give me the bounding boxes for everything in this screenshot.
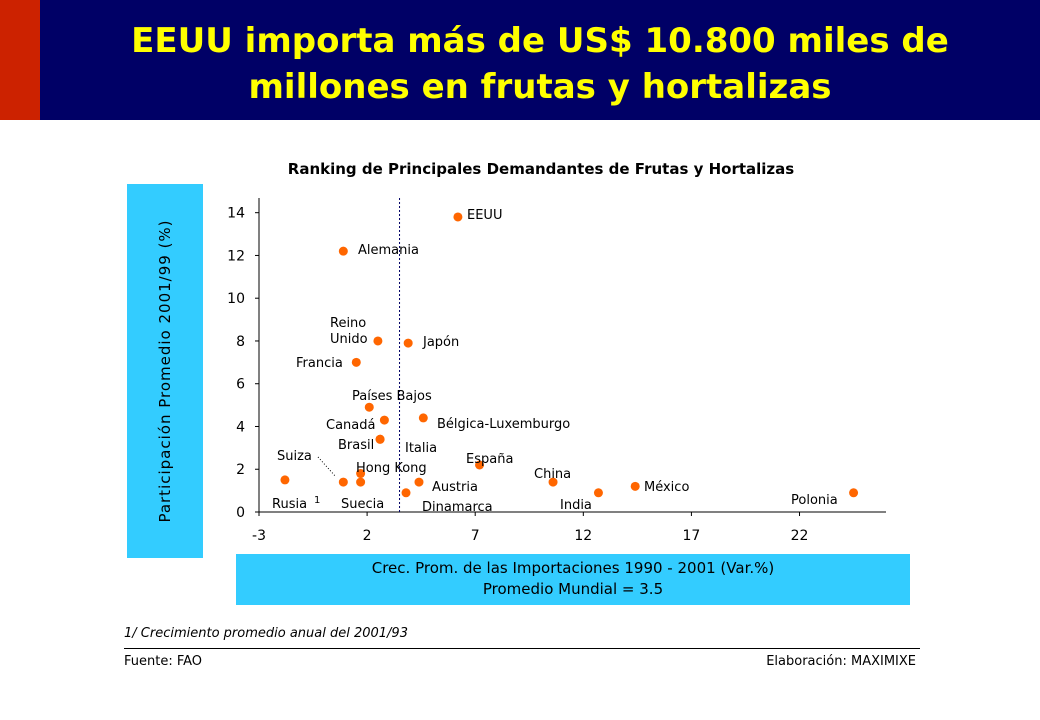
data-point xyxy=(401,488,411,498)
point-label: Italia xyxy=(405,441,437,456)
point-label: Canadá xyxy=(326,418,375,433)
y-tick-label: 0 xyxy=(236,505,245,521)
data-point xyxy=(593,488,603,498)
data-point xyxy=(280,475,290,485)
x-tick-label: -3 xyxy=(252,528,266,544)
point-label-line: China xyxy=(534,467,571,482)
point-label-line: EEUU xyxy=(467,208,502,223)
point-label: Rusia xyxy=(272,497,307,512)
y-tick-label: 4 xyxy=(236,419,245,435)
point-label-line: Alemania xyxy=(358,243,419,258)
data-point xyxy=(414,477,424,487)
x-axis-label: Crec. Prom. de las Importaciones 1990 - … xyxy=(371,559,775,577)
x-axis-label-box: Crec. Prom. de las Importaciones 1990 - … xyxy=(236,554,910,605)
point-label: Austria xyxy=(432,480,478,495)
data-point xyxy=(630,481,640,491)
point-label-line: Canadá xyxy=(326,418,375,433)
point-label-line: Brasil xyxy=(338,438,374,453)
data-point xyxy=(338,477,348,487)
point-label: 1 xyxy=(314,495,320,506)
y-tick-label: 12 xyxy=(227,248,245,264)
y-axis-label-box xyxy=(127,184,203,558)
data-point xyxy=(351,357,361,367)
point-label: Reino Unido xyxy=(330,316,368,347)
suiza-leader-line xyxy=(317,456,337,478)
point-label-line: Suecia xyxy=(341,497,384,512)
data-point xyxy=(338,246,348,256)
y-tick-label: 8 xyxy=(236,334,245,350)
point-label: China xyxy=(534,467,571,482)
point-label: India xyxy=(560,498,592,513)
point-label-line: Austria xyxy=(432,480,478,495)
point-label-line: Francia xyxy=(296,356,343,371)
point-label-line: 1 xyxy=(314,495,320,506)
point-label: Francia xyxy=(296,356,343,371)
point-label: España xyxy=(466,452,513,467)
chart-title: Ranking de Principales Demandantes de Fr… xyxy=(287,160,795,178)
x-tick-label: 22 xyxy=(791,528,809,544)
point-label: Polonia xyxy=(791,493,838,508)
data-point xyxy=(849,488,859,498)
data-point xyxy=(373,336,383,346)
point-label: Bélgica-Luxemburgo xyxy=(437,417,570,432)
y-tick-label: 10 xyxy=(227,291,245,307)
y-tick-label: 14 xyxy=(227,206,245,222)
point-label-line: Japón xyxy=(422,335,459,350)
point-label: Suiza xyxy=(277,449,312,464)
slide-title-line1: EEUU importa más de US$ 10.800 miles de xyxy=(131,21,949,61)
footnote: 1/ Crecimiento promedio anual del 2001/9… xyxy=(124,626,408,641)
point-label: Japón xyxy=(422,335,459,350)
point-label: Países Bajos xyxy=(352,389,432,404)
point-label: Alemania xyxy=(358,243,419,258)
slide-header: EEUU importa más de US$ 10.800 miles de … xyxy=(0,0,1040,120)
point-label: EEUU xyxy=(467,208,502,223)
point-label-line: Dinamarca xyxy=(422,500,493,515)
point-label: Dinamarca xyxy=(422,500,493,515)
data-point xyxy=(356,477,366,487)
data-point xyxy=(375,434,385,444)
point-label-line: Bélgica-Luxemburgo xyxy=(437,417,570,432)
y-tick-label: 6 xyxy=(236,377,245,393)
data-point xyxy=(475,460,485,470)
data-point xyxy=(548,477,558,487)
point-label: Suecia xyxy=(341,497,384,512)
point-label: Hong Kong xyxy=(356,461,427,476)
x-tick-label: 7 xyxy=(471,528,480,544)
point-label-line: Rusia xyxy=(272,497,307,512)
credit-text: Elaboración: MAXIMIXE xyxy=(766,654,916,669)
x-tick-label: 17 xyxy=(682,528,700,544)
point-label: Brasil xyxy=(338,438,374,453)
x-tick-label: 12 xyxy=(574,528,592,544)
point-label-line: México xyxy=(644,480,689,495)
point-label-line: India xyxy=(560,498,592,513)
data-point xyxy=(403,338,413,348)
data-point xyxy=(364,402,374,412)
point-label-line: Italia xyxy=(405,441,437,456)
data-point xyxy=(453,212,463,222)
data-point xyxy=(379,415,389,425)
point-label-line: Reino xyxy=(330,316,366,331)
y-tick-label: 2 xyxy=(236,462,245,478)
point-label-line: Unido xyxy=(330,332,368,347)
x-tick-label: 2 xyxy=(363,528,372,544)
point-label-line: Países Bajos xyxy=(352,389,432,404)
x-axis-sublabel: Promedio Mundial = 3.5 xyxy=(482,580,664,598)
slide-title: EEUU importa más de US$ 10.800 miles de … xyxy=(40,18,1040,110)
point-label-line: España xyxy=(466,452,513,467)
data-point xyxy=(356,469,366,479)
source-text: Fuente: FAO xyxy=(124,654,203,669)
slide-title-line2: millones en frutas y hortalizas xyxy=(248,67,832,107)
point-label-line: Suiza xyxy=(277,449,312,464)
point-label-line: Hong Kong xyxy=(356,461,427,476)
header-accent-bar xyxy=(0,0,40,120)
point-label-line: Polonia xyxy=(791,493,838,508)
point-label: México xyxy=(644,480,689,495)
footer-divider xyxy=(124,648,920,649)
data-point xyxy=(418,413,428,423)
